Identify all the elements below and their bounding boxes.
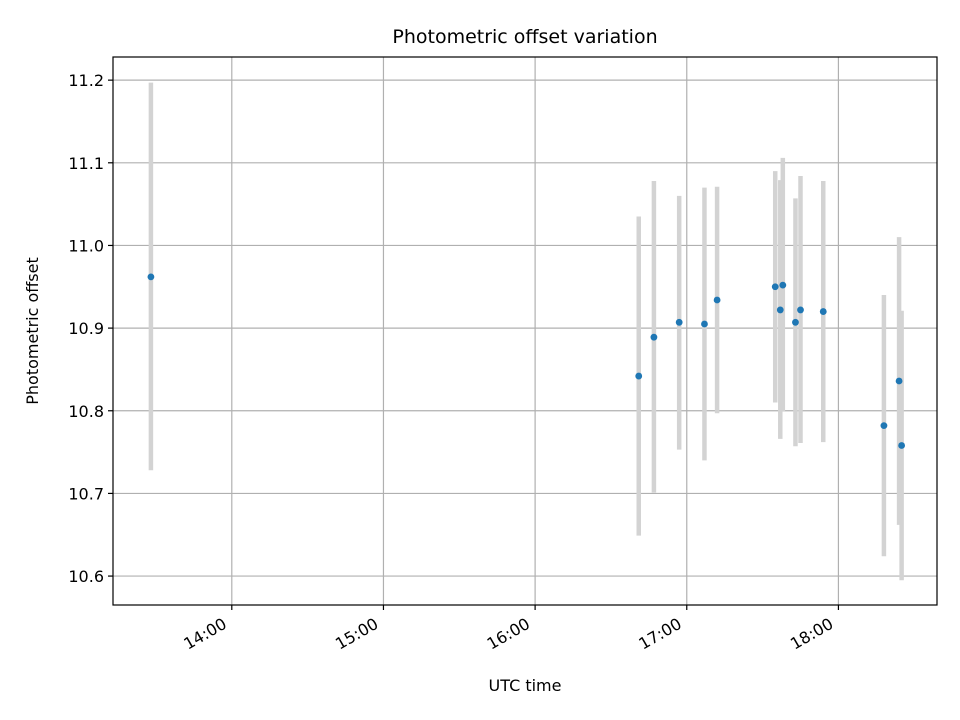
data-point <box>779 281 787 289</box>
data-point <box>895 377 903 385</box>
data-points <box>147 273 906 449</box>
data-point <box>776 306 784 314</box>
y-tick-label: 11.2 <box>68 71 104 90</box>
data-point <box>701 320 708 328</box>
y-tick-label: 11.1 <box>68 154 104 173</box>
y-axis-label: Photometric offset <box>23 257 42 405</box>
y-tick-label: 10.8 <box>68 402 104 421</box>
data-point <box>771 283 779 291</box>
data-point <box>650 333 658 341</box>
plot-frame <box>112 56 938 606</box>
data-point <box>147 273 155 281</box>
data-point <box>880 422 888 430</box>
y-axis: 10.6 10.7 10.8 10.9 11.0 11.1 11.2 <box>68 71 113 586</box>
data-point <box>675 318 683 326</box>
x-axis-label: UTC time <box>489 676 562 695</box>
y-tick-label: 11.0 <box>68 236 104 255</box>
data-point <box>713 296 721 304</box>
y-tick-label: 10.6 <box>68 567 104 586</box>
data-point <box>635 372 643 380</box>
data-point <box>792 318 799 326</box>
y-tick-label: 10.9 <box>68 319 104 338</box>
chart-title: Photometric offset variation <box>392 26 657 48</box>
data-point <box>797 306 804 314</box>
data-point <box>898 442 906 449</box>
y-tick-label: 10.7 <box>68 484 104 503</box>
data-point <box>819 308 827 315</box>
